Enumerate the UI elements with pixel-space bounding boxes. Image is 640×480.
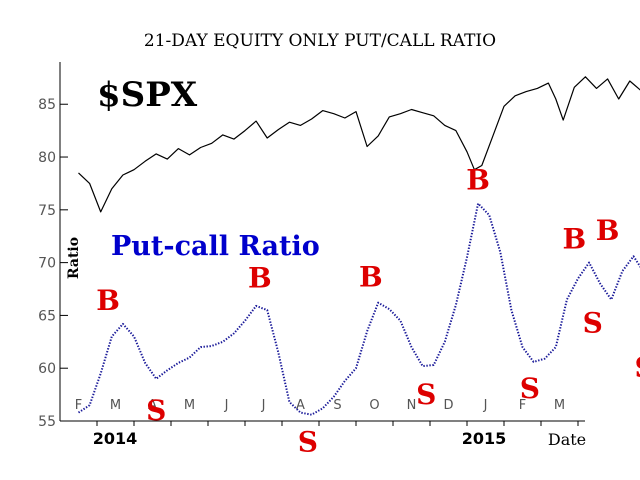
sell-signal-marker: S [146, 394, 166, 427]
buy-signal-marker: B [466, 163, 490, 196]
x-tick-label: J [224, 398, 229, 413]
buy-signal-marker: B [562, 223, 586, 256]
y-tick-label: 70 [38, 256, 56, 272]
y-tick-label: 75 [38, 203, 56, 219]
sell-signal-marker: S [634, 351, 640, 384]
buy-signal-marker: B [359, 261, 383, 294]
series-layer [77, 76, 640, 416]
y-tick-label: 80 [38, 150, 56, 166]
sell-signal-marker: S [298, 426, 318, 459]
x-tick-label: A [296, 398, 305, 413]
buy-signal-marker: B [96, 284, 120, 317]
x-tick-label: F [519, 398, 526, 413]
buy-signal-marker: B [596, 214, 620, 247]
sell-signal-marker: S [583, 306, 603, 339]
sell-signal-marker: S [520, 372, 540, 405]
year-label-2015: 2015 [462, 429, 507, 448]
x-tick-label: J [483, 398, 488, 413]
x-tick-label: J [261, 398, 266, 413]
y-tick-label: 55 [38, 414, 56, 430]
y-tick-label: 65 [38, 308, 56, 324]
spx-line [78, 76, 640, 213]
x-tick-label: D [443, 398, 453, 413]
x-tick-label: N [407, 398, 417, 413]
y-tick-label: 60 [38, 361, 56, 377]
x-tick-label: M [554, 398, 565, 413]
y-axis-label: Ratio [66, 237, 82, 279]
x-tick-label: M [184, 398, 195, 413]
signal-markers: B S B S B S B S B S B S [96, 163, 640, 458]
x-tick-label: O [369, 398, 379, 413]
x-tick-label: M [110, 398, 121, 413]
chart-title: 21-DAY EQUITY ONLY PUT/CALL RATIO [144, 31, 496, 51]
x-tick-label: A [148, 398, 157, 413]
plot-frame [59, 62, 585, 422]
ratio-series-label: Put-call Ratio [111, 231, 320, 262]
x-tick-label: S [333, 398, 341, 413]
buy-signal-marker: B [248, 262, 272, 295]
x-axis-label: Date [548, 430, 586, 449]
spx-series-label: $SPX [97, 75, 198, 115]
y-tick-label: 85 [38, 97, 56, 113]
put-call-ratio-line [77, 202, 640, 416]
y-ticks: 55 60 65 70 75 80 85 [38, 97, 68, 430]
x-tick-label: F [75, 398, 82, 413]
sell-signal-marker: S [416, 378, 436, 411]
year-label-2014: 2014 [93, 429, 138, 448]
